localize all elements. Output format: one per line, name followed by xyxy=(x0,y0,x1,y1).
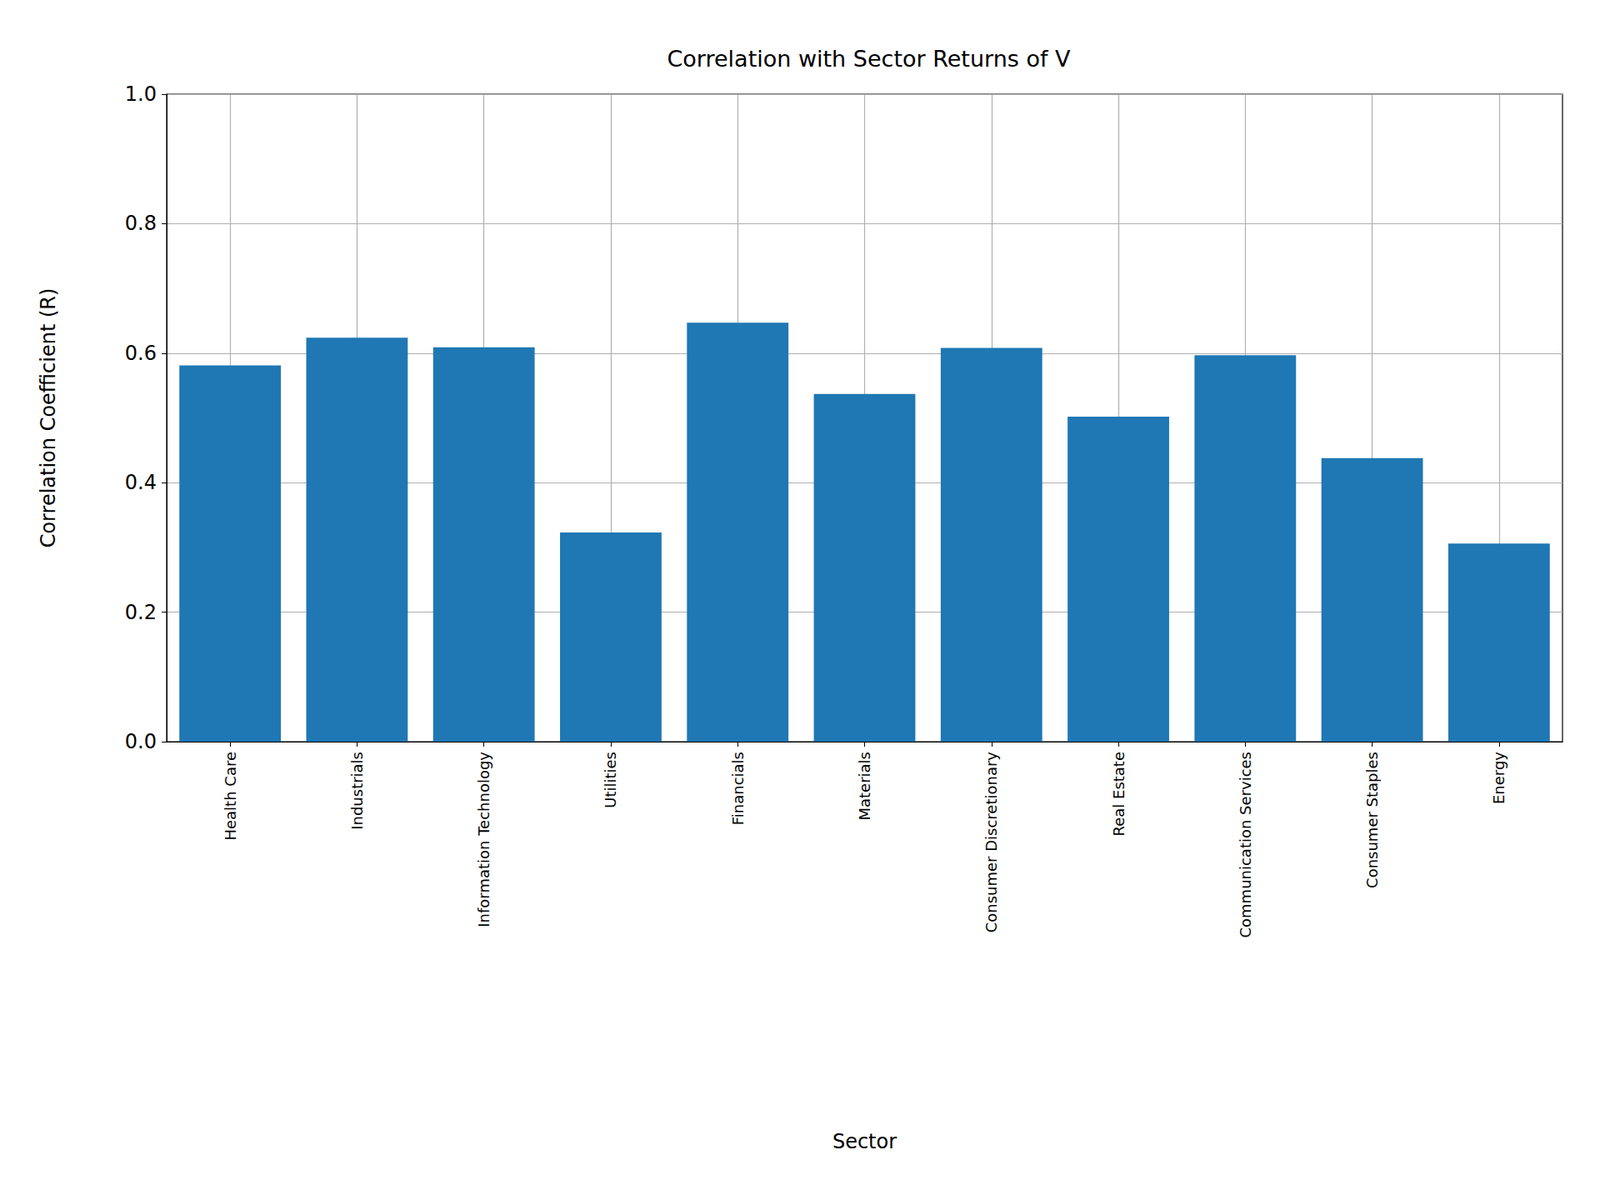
svg-text:Consumer Staples: Consumer Staples xyxy=(1363,751,1381,889)
svg-text:Health Care: Health Care xyxy=(221,751,240,841)
svg-text:Energy: Energy xyxy=(1490,751,1508,805)
svg-text:0.6: 0.6 xyxy=(125,341,157,365)
svg-text:Real Estate: Real Estate xyxy=(1110,751,1128,837)
svg-text:Consumer Discretionary: Consumer Discretionary xyxy=(982,751,1000,934)
svg-text:0.0: 0.0 xyxy=(125,730,157,754)
svg-text:Financials: Financials xyxy=(729,751,747,825)
svg-text:Correlation with Sector Return: Correlation with Sector Returns of V xyxy=(666,45,1071,72)
svg-text:Correlation Coefficient (R): Correlation Coefficient (R) xyxy=(36,288,60,549)
svg-text:Materials: Materials xyxy=(855,751,874,821)
svg-text:0.4: 0.4 xyxy=(125,470,157,495)
svg-text:Utilities: Utilities xyxy=(601,751,620,809)
svg-text:Information Technology: Information Technology xyxy=(475,751,493,928)
svg-text:1.0: 1.0 xyxy=(125,82,157,106)
svg-text:0.2: 0.2 xyxy=(125,600,157,625)
svg-text:Industrials: Industrials xyxy=(348,751,366,830)
svg-text:0.8: 0.8 xyxy=(125,211,157,235)
svg-text:Sector: Sector xyxy=(832,1130,897,1154)
svg-text:Communication Services: Communication Services xyxy=(1236,751,1255,939)
